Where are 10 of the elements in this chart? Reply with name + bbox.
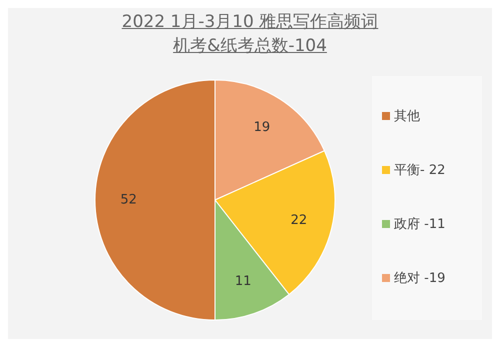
- chart-subtitle: 机考&纸考总数-104: [173, 36, 327, 56]
- chart-title: 2022 1月-3月10 雅思写作高频词: [122, 12, 378, 32]
- legend-label: 政府 -11: [394, 217, 446, 232]
- legend-label: 绝对 -19: [394, 271, 446, 286]
- data-label: 11: [234, 274, 252, 290]
- legend-label: 其他: [394, 109, 420, 124]
- data-label: 22: [290, 213, 308, 228]
- legend-label: 平衡- 22: [394, 163, 446, 178]
- data-label: 19: [254, 120, 270, 135]
- data-label: 52: [120, 192, 137, 208]
